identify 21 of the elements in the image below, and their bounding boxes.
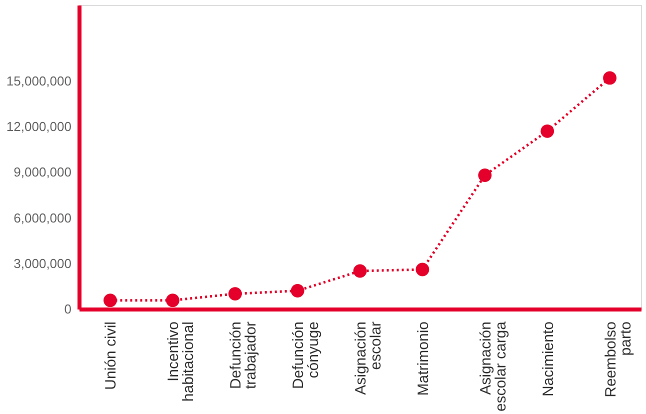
x-tick-label: Unión civil [102, 322, 120, 390]
point [166, 294, 180, 308]
point [104, 294, 117, 308]
x-tick-label: Matrimonio [414, 322, 432, 396]
point [416, 262, 430, 276]
y-tick-label: 12,000,000 [6, 119, 72, 134]
x-tick-label: Reembolso parto [602, 322, 634, 398]
point [353, 264, 367, 278]
point [478, 168, 492, 182]
point [540, 124, 554, 138]
y-tick-label: 3,000,000 [14, 256, 72, 271]
y-tick-label: 9,000,000 [14, 164, 72, 180]
y-tick-label: 15,000,000 [6, 74, 72, 88]
point [228, 287, 242, 300]
y-tick-label: 0 [64, 302, 72, 316]
x-tick-label: Nacimiento [540, 322, 557, 397]
point [603, 71, 616, 85]
point [290, 284, 304, 298]
y-tick-label: 6,000,000 [14, 210, 72, 226]
x-tick-label: Incentivo habitacional [165, 322, 198, 402]
x-tick-label: Asignación escolar carga [477, 320, 510, 412]
